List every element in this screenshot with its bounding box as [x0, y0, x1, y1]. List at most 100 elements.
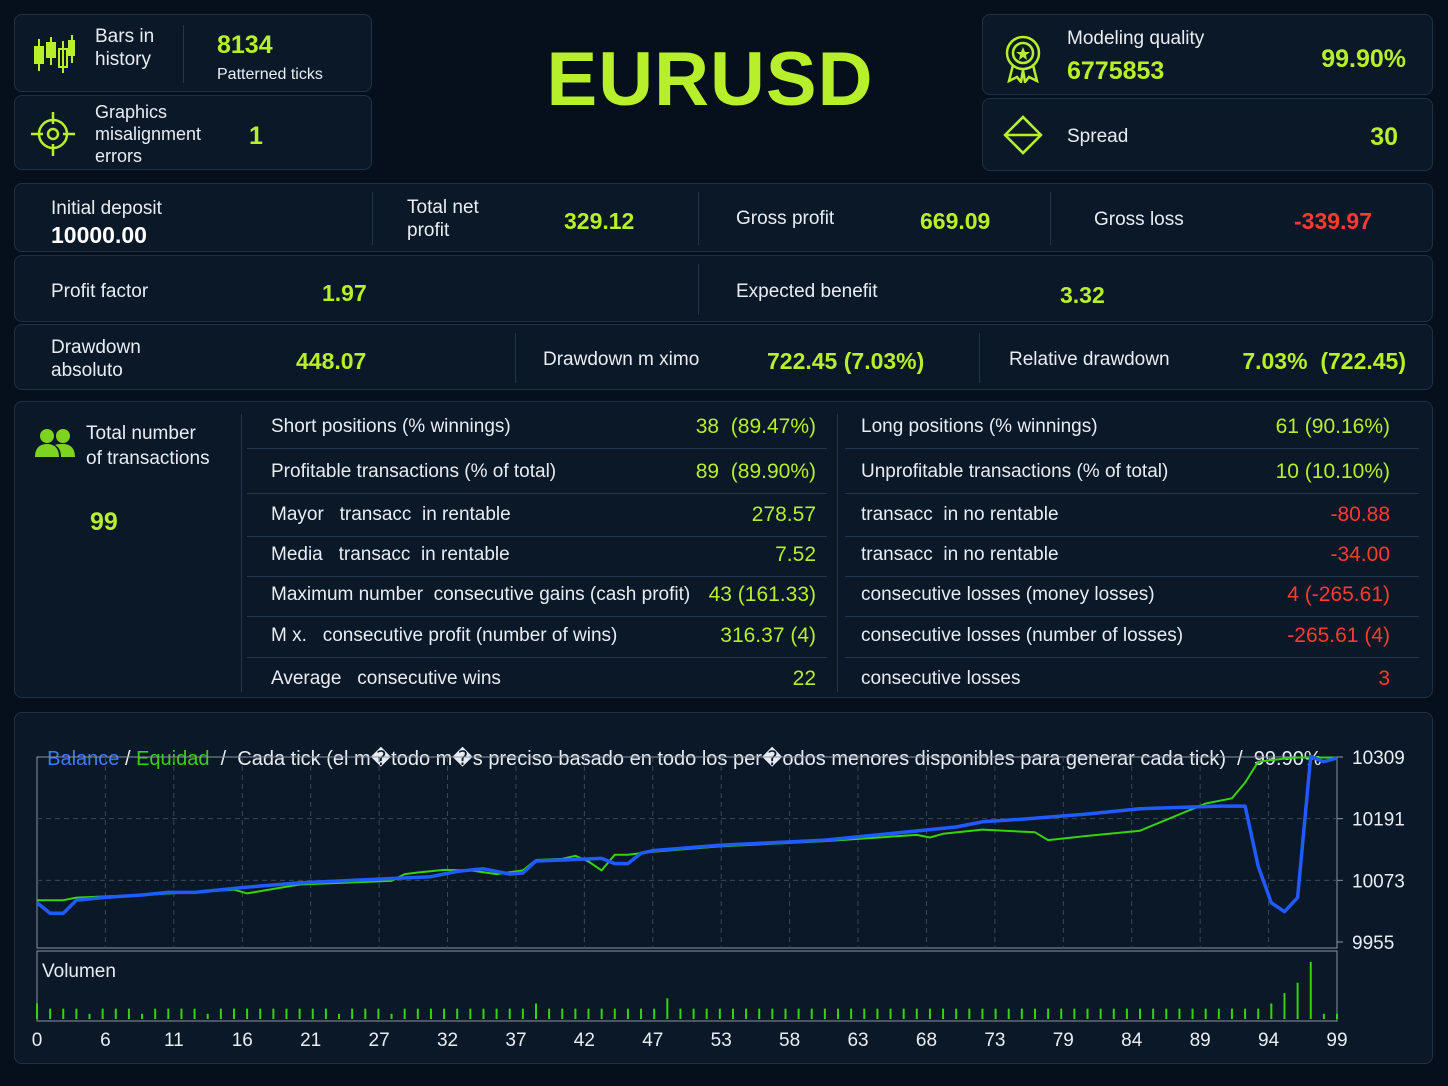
- y-tick-label: 10191: [1352, 810, 1405, 831]
- right-row-label: Long positions (% winnings): [861, 416, 1098, 437]
- left-row-label: Profitable transactions (% of total): [271, 461, 557, 482]
- spread-arrows-icon: [1003, 115, 1043, 155]
- right-row-value: -34.00: [1330, 543, 1390, 566]
- patterned-ticks-label: Patterned ticks: [217, 66, 323, 83]
- modeling-ticks: 6775853: [1067, 57, 1165, 85]
- balance-legend[interactable]: Balance: [47, 748, 120, 770]
- right-row-label: transacc in no rentable: [861, 504, 1059, 525]
- spread-value: 30: [1370, 123, 1398, 151]
- right-row-label: consecutive losses (number of losses): [861, 625, 1184, 646]
- row-divider: [845, 493, 1419, 494]
- right-row-label: consecutive losses: [861, 668, 1021, 689]
- bars-history-panel: Bars in history 8134 Patterned ticks: [14, 14, 372, 92]
- total-transactions-value: 99: [90, 508, 118, 536]
- right-row-label: Unprofitable transactions (% of total): [861, 461, 1169, 482]
- drawdown-absolute-label: Drawdown absoluto: [51, 337, 141, 381]
- left-row-label: Media transacc in rentable: [271, 544, 510, 565]
- row-divider: [845, 616, 1419, 617]
- left-row-value: 316.37 (4): [720, 624, 816, 647]
- row-divider: [845, 448, 1419, 449]
- x-tick-label: 79: [1053, 1030, 1074, 1051]
- x-tick-label: 89: [1190, 1030, 1211, 1051]
- right-row-value: 4 (-265.61): [1287, 583, 1390, 606]
- drawdown-max-label: Drawdown m ximo: [543, 349, 700, 370]
- modeling-value: 99.90%: [1321, 45, 1406, 73]
- divider: [698, 192, 699, 245]
- left-row-label: Average consecutive wins: [271, 668, 501, 689]
- row-divider: [845, 576, 1419, 577]
- x-tick-label: 6: [100, 1030, 111, 1051]
- graphics-label: Graphics misalignment errors: [95, 102, 202, 166]
- row-divider: [247, 536, 827, 537]
- left-row-value: 38 (89.47%): [695, 415, 816, 438]
- x-tick-label: 99: [1326, 1030, 1347, 1051]
- left-row-label: Mayor transacc in rentable: [271, 504, 511, 525]
- right-row-value: -80.88: [1330, 503, 1390, 526]
- x-tick-label: 0: [32, 1030, 43, 1051]
- row-divider: [247, 448, 827, 449]
- equity-legend[interactable]: Equidad: [136, 748, 210, 770]
- drawdown-max-value: 722.45 (7.03%): [767, 348, 925, 374]
- gross-loss-value: -339.97: [1294, 208, 1373, 234]
- x-tick-label: 11: [164, 1030, 184, 1051]
- drawdown-absolute-value: 448.07: [296, 348, 367, 374]
- bars-label: Bars in history: [95, 26, 155, 70]
- left-row-value: 278.57: [751, 503, 816, 526]
- graphics-errors-panel: Graphics misalignment errors 1: [14, 95, 372, 170]
- left-row-label: Maximum number consecutive gains (cash p…: [271, 584, 691, 605]
- y-tick-label: 10309: [1352, 748, 1405, 769]
- total-net-value: 329.12: [564, 208, 635, 234]
- divider: [372, 192, 373, 245]
- divider: [698, 264, 699, 315]
- right-row-value: -265.61 (4): [1287, 624, 1390, 647]
- x-tick-label: 16: [232, 1030, 253, 1051]
- row-divider: [247, 493, 827, 494]
- divider: [979, 333, 980, 383]
- divider: [183, 25, 184, 83]
- gross-profit-value: 669.09: [920, 208, 991, 234]
- x-tick-label: 21: [300, 1030, 321, 1051]
- initial-deposit-label: Initial deposit: [51, 198, 162, 219]
- transactions-panel: Total number of transactions 99 Short po…: [14, 401, 1433, 698]
- total-transactions-label: Total number of transactions: [86, 423, 210, 469]
- initial-deposit-value: 10000.00: [51, 222, 147, 248]
- spread-panel: Spread 30: [982, 98, 1433, 171]
- separator: /: [209, 748, 238, 770]
- x-tick-label: 73: [984, 1030, 1005, 1051]
- row-divider: [247, 576, 827, 577]
- crosshair-icon: [31, 112, 75, 156]
- expected-benefit-value: 3.32: [1060, 282, 1105, 308]
- summary-row-profit-factor: Profit factor 1.97 Expected benefit 3.32: [14, 255, 1433, 322]
- left-row-label: Short positions (% winnings): [271, 416, 511, 437]
- volume-frame: [36, 950, 1338, 1022]
- divider: [515, 333, 516, 383]
- row-divider: [247, 616, 827, 617]
- right-row-value: 3: [1378, 667, 1390, 690]
- total-net-label: Total net profit: [407, 197, 479, 241]
- row-divider: [845, 536, 1419, 537]
- left-row-label: M x. consecutive profit (number of wins): [271, 625, 618, 646]
- modeling-quality-panel: Modeling quality 6775853 99.90%: [982, 14, 1433, 95]
- profit-factor-value: 1.97: [322, 280, 367, 306]
- summary-row-deposit: Initial deposit 10000.00 Total net profi…: [14, 183, 1433, 252]
- plot-frame: [36, 756, 1338, 949]
- graphics-value: 1: [249, 122, 263, 150]
- summary-row-drawdown: Drawdown absoluto 448.07 Drawdown m ximo…: [14, 324, 1433, 390]
- left-row-value: 43 (161.33): [708, 583, 816, 606]
- x-tick-label: 94: [1258, 1030, 1280, 1051]
- volume-label: Volumen: [42, 961, 116, 982]
- left-row-value: 89 (89.90%): [695, 460, 816, 483]
- right-row-label: transacc in no rentable: [861, 544, 1059, 565]
- y-tick-label: 10073: [1352, 871, 1405, 892]
- modeling-label: Modeling quality: [1067, 28, 1205, 49]
- modeling-mode-text: Cada tick (el m�todo m�s preciso basado …: [237, 748, 1226, 770]
- gross-loss-label: Gross loss: [1094, 209, 1184, 230]
- bars-value: 8134: [217, 31, 273, 59]
- award-badge-icon: [1005, 35, 1041, 83]
- left-row-value: 7.52: [775, 543, 816, 566]
- candlestick-icon: [34, 35, 75, 73]
- users-icon: [35, 429, 75, 457]
- divider: [837, 414, 838, 692]
- x-tick-label: 32: [437, 1030, 458, 1051]
